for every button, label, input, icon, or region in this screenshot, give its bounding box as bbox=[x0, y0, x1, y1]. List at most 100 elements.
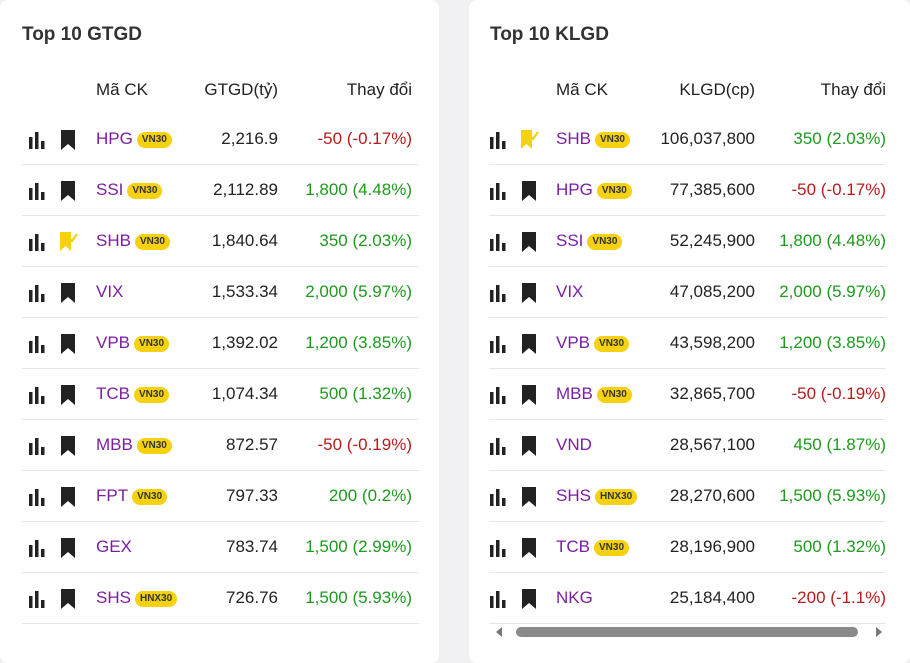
table-row[interactable]: VIX 47,085,200 2,000 (5.97%) bbox=[489, 267, 886, 318]
table-row[interactable]: VPB VN30 43,598,200 1,200 (3.85%) bbox=[489, 318, 886, 369]
table-row[interactable]: SHB VN30 1,840.64 350 (2.03%) bbox=[22, 216, 419, 267]
bar-chart-icon[interactable] bbox=[489, 284, 509, 302]
stock-symbol-link[interactable]: FPT bbox=[96, 486, 129, 505]
index-badge: VN30 bbox=[136, 132, 172, 148]
bookmark-icon[interactable] bbox=[58, 333, 78, 355]
bookmark-icon[interactable] bbox=[519, 180, 539, 202]
index-badge: VN30 bbox=[132, 489, 168, 505]
stock-symbol-link[interactable]: SHB bbox=[96, 231, 131, 250]
change-cell: 1,500 (5.93%) bbox=[779, 486, 886, 505]
symbol-cell: HPG VN30 bbox=[96, 128, 172, 150]
bar-chart-icon[interactable] bbox=[28, 182, 48, 200]
bookmark-check-icon[interactable] bbox=[519, 129, 539, 151]
bar-chart-icon[interactable] bbox=[489, 386, 509, 404]
bar-chart-icon[interactable] bbox=[489, 233, 509, 251]
bar-chart-icon[interactable] bbox=[28, 284, 48, 302]
bar-chart-icon[interactable] bbox=[28, 488, 48, 506]
scroll-right-arrow-icon[interactable] bbox=[876, 627, 882, 637]
table-row[interactable]: SSI VN30 2,112.89 1,800 (4.48%) bbox=[22, 165, 419, 216]
bookmark-icon[interactable] bbox=[519, 486, 539, 508]
stock-symbol-link[interactable]: MBB bbox=[96, 435, 133, 454]
table-row[interactable]: TCB VN30 28,196,900 500 (1.32%) bbox=[489, 522, 886, 573]
horizontal-scrollbar[interactable] bbox=[494, 624, 884, 640]
change-cell: -50 (-0.19%) bbox=[317, 435, 412, 454]
bar-chart-icon[interactable] bbox=[489, 182, 509, 200]
stock-symbol-link[interactable]: VIX bbox=[96, 282, 124, 301]
bookmark-icon[interactable] bbox=[519, 537, 539, 559]
stock-symbol-link[interactable]: NKG bbox=[556, 588, 593, 607]
stock-symbol-link[interactable]: GEX bbox=[96, 537, 132, 556]
bar-chart-icon[interactable] bbox=[489, 335, 509, 353]
bookmark-icon[interactable] bbox=[519, 435, 539, 457]
scroll-left-arrow-icon[interactable] bbox=[496, 627, 502, 637]
bar-chart-icon[interactable] bbox=[489, 590, 509, 608]
stock-symbol-link[interactable]: MBB bbox=[556, 384, 593, 403]
table-row[interactable]: SHS HNX30 28,270,600 1,500 (5.93%) bbox=[489, 471, 886, 522]
bookmark-icon[interactable] bbox=[58, 435, 78, 457]
index-badge: VN30 bbox=[136, 438, 172, 454]
bookmark-icon[interactable] bbox=[58, 129, 78, 151]
stock-symbol-link[interactable]: HPG bbox=[96, 129, 133, 148]
symbol-cell: SHS HNX30 bbox=[96, 587, 178, 609]
bar-chart-icon[interactable] bbox=[28, 539, 48, 557]
value-cell: 2,112.89 bbox=[213, 180, 278, 199]
table-row[interactable]: FPT VN30 797.33 200 (0.2%) bbox=[22, 471, 419, 522]
index-badge: VN30 bbox=[594, 132, 630, 148]
table-row[interactable]: SHS HNX30 726.76 1,500 (5.93%) bbox=[22, 573, 419, 624]
scrollbar-thumb[interactable] bbox=[516, 627, 858, 637]
stock-symbol-link[interactable]: SHS bbox=[96, 588, 131, 607]
table-row[interactable]: HPG VN30 77,385,600 -50 (-0.17%) bbox=[489, 165, 886, 216]
bar-chart-icon[interactable] bbox=[489, 488, 509, 506]
index-badge: VN30 bbox=[594, 540, 630, 556]
bar-chart-icon[interactable] bbox=[28, 131, 48, 149]
bar-chart-icon[interactable] bbox=[28, 590, 48, 608]
bookmark-icon[interactable] bbox=[519, 333, 539, 355]
bookmark-icon[interactable] bbox=[519, 384, 539, 406]
stock-symbol-link[interactable]: SHS bbox=[556, 486, 591, 505]
bar-chart-icon[interactable] bbox=[28, 386, 48, 404]
bookmark-icon[interactable] bbox=[58, 537, 78, 559]
table-row[interactable]: VIX 1,533.34 2,000 (5.97%) bbox=[22, 267, 419, 318]
bookmark-icon[interactable] bbox=[58, 282, 78, 304]
table-row[interactable]: SSI VN30 52,245,900 1,800 (4.48%) bbox=[489, 216, 886, 267]
stock-symbol-link[interactable]: TCB bbox=[96, 384, 130, 403]
bar-chart-icon[interactable] bbox=[489, 131, 509, 149]
bookmark-icon[interactable] bbox=[519, 282, 539, 304]
value-cell: 1,840.64 bbox=[211, 231, 278, 250]
top-klgd-card: Top 10 KLGD Mã CK KLGD(cp) Thay đổi SHB V… bbox=[469, 0, 910, 663]
value-cell: 2,216.9 bbox=[221, 129, 278, 148]
stock-symbol-link[interactable]: SSI bbox=[96, 180, 124, 199]
table-row[interactable]: TCB VN30 1,074.34 500 (1.32%) bbox=[22, 369, 419, 420]
value-cell: 872.57 bbox=[226, 435, 278, 454]
bar-chart-icon[interactable] bbox=[28, 437, 48, 455]
bar-chart-icon[interactable] bbox=[28, 233, 48, 251]
table-row[interactable]: GEX 783.74 1,500 (2.99%) bbox=[22, 522, 419, 573]
bar-chart-icon[interactable] bbox=[28, 335, 48, 353]
table-row[interactable]: NKG 25,184,400 -200 (-1.1%) bbox=[489, 573, 886, 624]
table-row[interactable]: HPG VN30 2,216.9 -50 (-0.17%) bbox=[22, 114, 419, 165]
table-row[interactable]: MBB VN30 872.57 -50 (-0.19%) bbox=[22, 420, 419, 471]
header-value: GTGD(tỷ) bbox=[204, 80, 278, 99]
bookmark-check-icon[interactable] bbox=[58, 231, 78, 253]
stock-symbol-link[interactable]: SSI bbox=[556, 231, 584, 250]
bookmark-icon[interactable] bbox=[58, 486, 78, 508]
bookmark-icon[interactable] bbox=[58, 384, 78, 406]
stock-symbol-link[interactable]: VPB bbox=[556, 333, 591, 352]
bar-chart-icon[interactable] bbox=[489, 437, 509, 455]
stock-symbol-link[interactable]: VND bbox=[556, 435, 592, 454]
symbol-cell: SSI VN30 bbox=[556, 230, 623, 252]
stock-symbol-link[interactable]: VIX bbox=[556, 282, 584, 301]
bookmark-icon[interactable] bbox=[58, 588, 78, 610]
bookmark-icon[interactable] bbox=[58, 180, 78, 202]
stock-symbol-link[interactable]: HPG bbox=[556, 180, 593, 199]
bar-chart-icon[interactable] bbox=[489, 539, 509, 557]
table-row[interactable]: VPB VN30 1,392.02 1,200 (3.85%) bbox=[22, 318, 419, 369]
table-row[interactable]: SHB VN30 106,037,800 350 (2.03%) bbox=[489, 114, 886, 165]
table-row[interactable]: VND 28,567,100 450 (1.87%) bbox=[489, 420, 886, 471]
bookmark-icon[interactable] bbox=[519, 231, 539, 253]
stock-symbol-link[interactable]: VPB bbox=[96, 333, 131, 352]
bookmark-icon[interactable] bbox=[519, 588, 539, 610]
table-row[interactable]: MBB VN30 32,865,700 -50 (-0.19%) bbox=[489, 369, 886, 420]
stock-symbol-link[interactable]: SHB bbox=[556, 129, 591, 148]
stock-symbol-link[interactable]: TCB bbox=[556, 537, 590, 556]
